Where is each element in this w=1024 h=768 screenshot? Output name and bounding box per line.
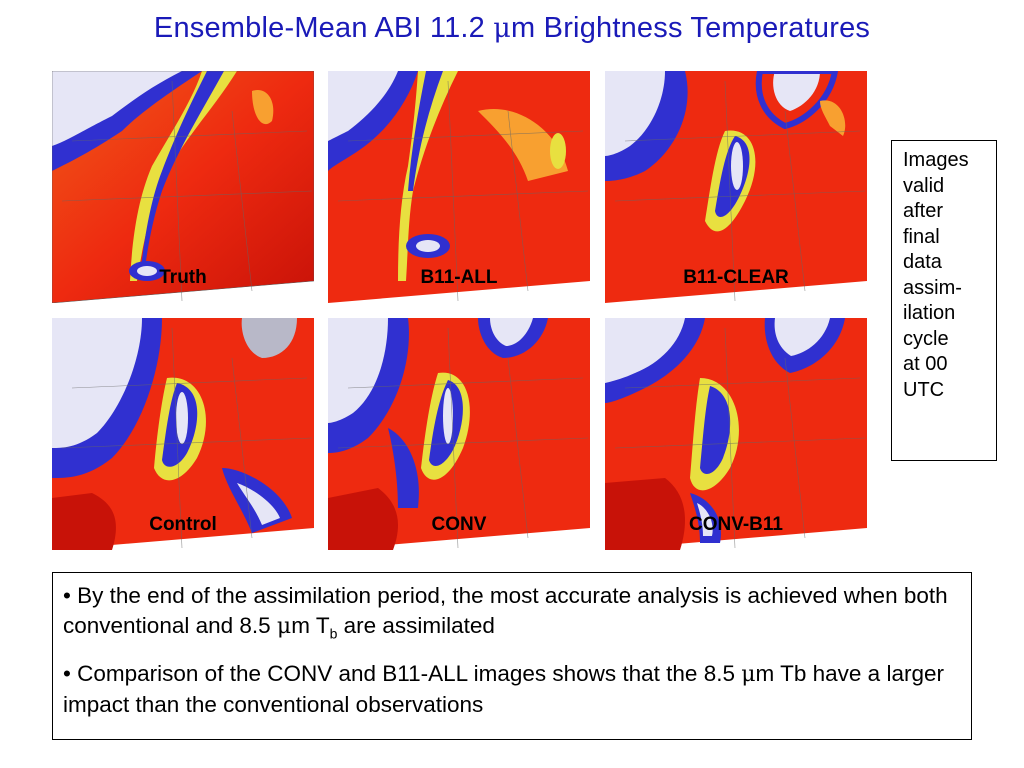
panel-label: CONV <box>431 514 487 535</box>
note-line: UTC <box>903 378 945 401</box>
panel-label: Control <box>149 514 217 535</box>
image-panel-control: Control <box>52 318 314 550</box>
note-line: after <box>903 200 944 222</box>
image-panel-truth: Truth <box>52 71 314 303</box>
panel-label: Truth <box>159 267 207 288</box>
note-line: final <box>903 225 940 248</box>
note-line: valid <box>903 174 945 197</box>
image-panel-conv: CONV <box>328 318 590 550</box>
panel-label: B11-ALL <box>420 267 498 288</box>
image-panel-b11-all: B11-ALL <box>328 71 590 303</box>
page-title: Ensemble-Mean ABI 11.2 μm Brightness Tem… <box>153 12 871 44</box>
note-line: Images <box>903 149 969 171</box>
findings-box: • By the end of the assimilation period,… <box>52 572 972 740</box>
image-panel-b11-clear: B11-CLEAR <box>605 71 867 303</box>
note-line: data <box>903 251 942 273</box>
note-line: at 00 <box>903 353 948 375</box>
note-line: assim- <box>903 276 962 299</box>
note-line: cycle <box>903 327 949 350</box>
note-line: ilation <box>903 302 956 324</box>
bullet-item: • Comparison of the CONV and B11-ALL ima… <box>63 660 944 717</box>
validity-note: Images valid after final data assim- ila… <box>891 140 997 461</box>
panel-label: CONV-B11 <box>689 514 783 535</box>
image-panel-conv-b11: CONV-B11 <box>605 318 867 550</box>
panel-label: B11-CLEAR <box>683 267 789 288</box>
bullet-item: • By the end of the assimilation period,… <box>63 583 948 642</box>
